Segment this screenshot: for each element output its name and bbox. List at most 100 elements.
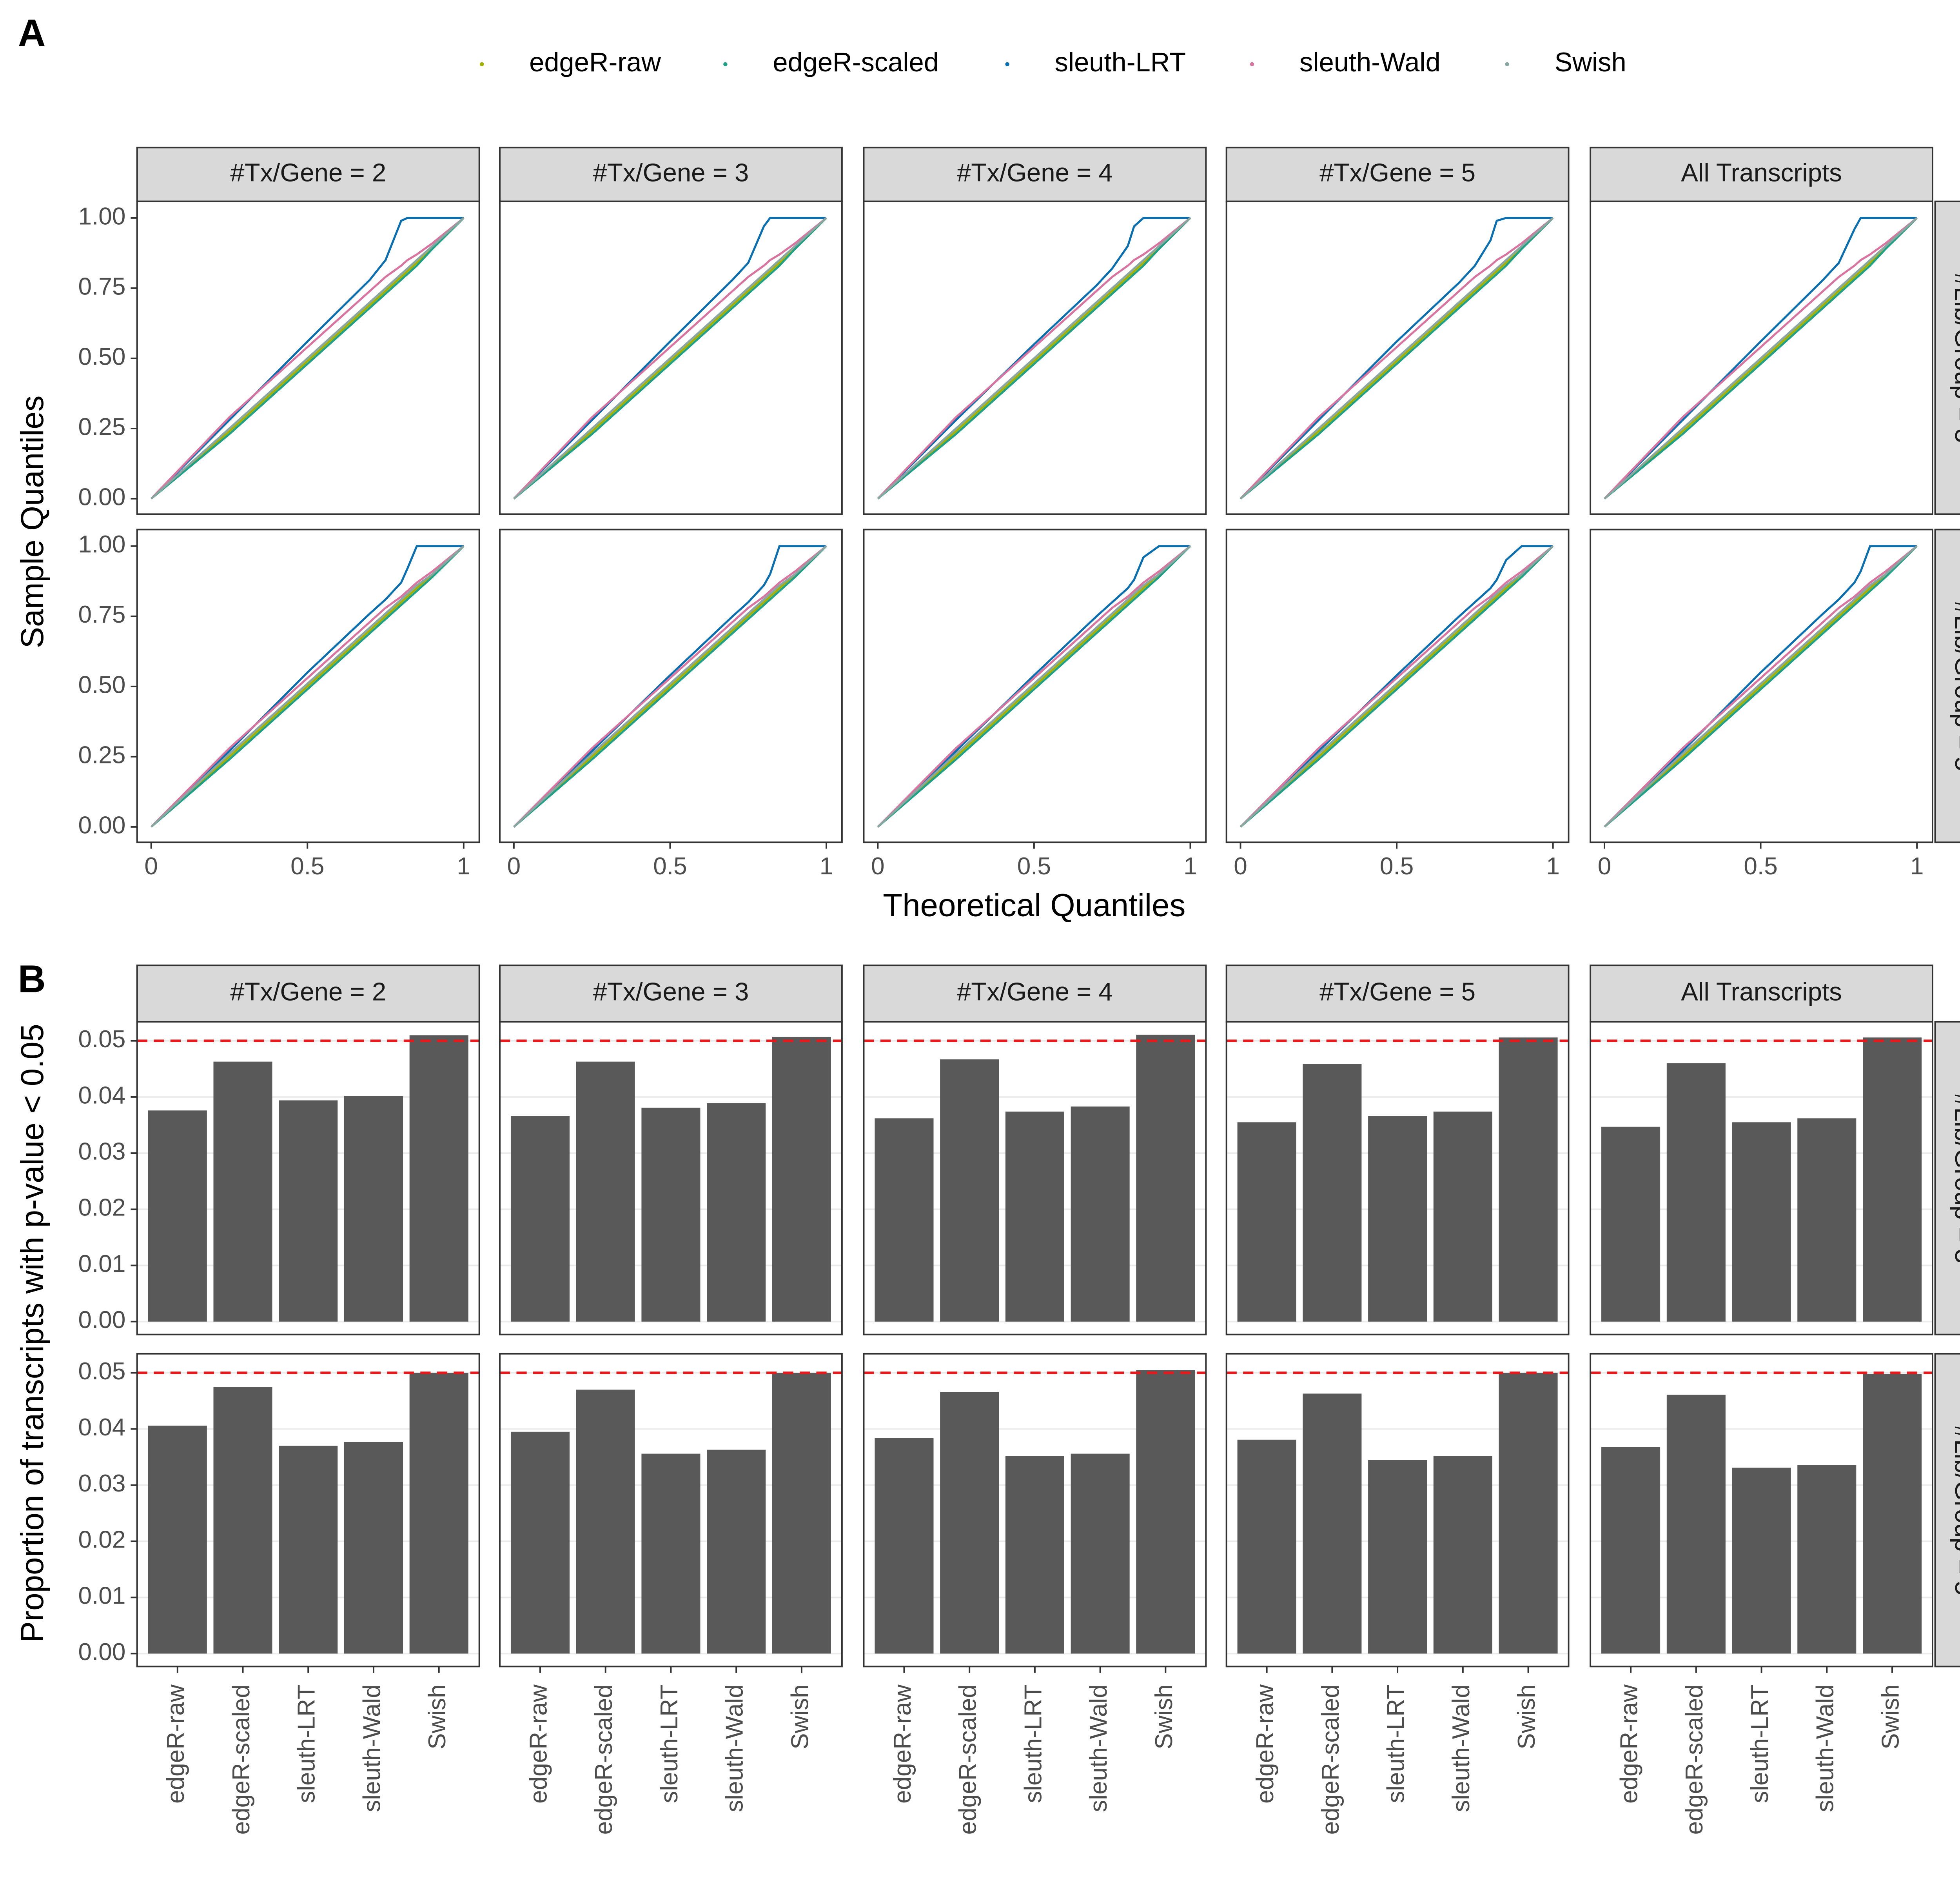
qq-line (513, 545, 827, 828)
x-tick-label: 1 (457, 853, 471, 880)
panel-border (499, 529, 843, 843)
x-tick-label: sleuth-Wald (1812, 1684, 1839, 1812)
x-tick-label: sleuth-LRT (1383, 1684, 1410, 1803)
qq-line (513, 217, 827, 500)
strip-label: #Lib/Group = 5 (1950, 1425, 1960, 1595)
x-tick-label: 0.5 (653, 853, 687, 880)
bar (1237, 1122, 1296, 1322)
bar (213, 1061, 272, 1322)
qq-line (1604, 217, 1918, 500)
qq-line (1604, 545, 1918, 828)
panel-border (1225, 200, 1570, 515)
legend-key (1505, 62, 1509, 67)
qq-line (150, 545, 465, 828)
bar (1005, 1456, 1064, 1654)
strip-label: #Tx/Gene = 5 (1319, 158, 1475, 187)
bar (1601, 1447, 1661, 1654)
x-tick-label: edgeR-raw (1616, 1684, 1643, 1804)
x-tick-label: 0 (1598, 853, 1612, 880)
strip-label: #Tx/Gene = 4 (957, 977, 1113, 1006)
panel-border (499, 1021, 843, 1335)
qq-line (150, 217, 464, 500)
strip (1934, 200, 1960, 515)
bar (1433, 1456, 1492, 1654)
y-tick-label: 0.02 (78, 1526, 125, 1553)
x-tick-label: Swish (1877, 1684, 1904, 1749)
x-tick-label: 0 (144, 853, 158, 880)
bar (707, 1103, 766, 1322)
bar (875, 1118, 934, 1322)
y-tick-label: 0.03 (78, 1138, 125, 1165)
x-tick-label: sleuth-Wald (1085, 1684, 1112, 1812)
bar (1136, 1370, 1195, 1654)
x-tick-label: 0.5 (1744, 853, 1777, 880)
bar (148, 1110, 207, 1322)
qq-line (877, 217, 1191, 500)
bar (213, 1387, 272, 1654)
legend-label: Swish (1555, 47, 1626, 77)
y-axis-title: Sample Quantiles (15, 395, 50, 648)
x-tick-label: edgeR-scaled (590, 1684, 617, 1835)
panel-border (1225, 1021, 1570, 1335)
panel-border (499, 200, 843, 515)
qq-line (877, 545, 1191, 828)
bar (1862, 1374, 1922, 1654)
panel-border (136, 529, 480, 843)
x-tick-label: 1 (1183, 853, 1197, 880)
legend-key (723, 62, 728, 67)
panel-border (1590, 200, 1933, 515)
x-tick-label: sleuth-LRT (293, 1684, 320, 1803)
x-tick-label: Swish (786, 1684, 813, 1749)
x-tick-label: edgeR-raw (525, 1684, 552, 1804)
strip-label: #Tx/Gene = 4 (957, 158, 1113, 187)
qq-line (1604, 545, 1918, 828)
qq-line (150, 545, 465, 828)
qq-line (513, 217, 827, 500)
qq-line (513, 545, 827, 828)
legend-label: edgeR-scaled (773, 47, 939, 77)
qq-line (513, 217, 827, 500)
x-tick-label: 0 (1234, 853, 1247, 880)
bar (1666, 1063, 1726, 1322)
x-tick-label: edgeR-scaled (1681, 1684, 1708, 1835)
y-tick-label: 0.02 (78, 1194, 125, 1221)
panel-border (1590, 1021, 1933, 1335)
legend-key (480, 62, 484, 67)
qq-line (150, 217, 465, 500)
bar (576, 1061, 635, 1322)
y-tick-label: 0.75 (78, 273, 125, 300)
x-tick-label: edgeR-scaled (955, 1684, 982, 1835)
strip-label: #Lib/Group = 3 (1950, 272, 1960, 443)
qq-line (877, 545, 1191, 828)
legend-label: sleuth-Wald (1299, 47, 1441, 77)
bar (1797, 1118, 1857, 1322)
y-tick-label: 0.25 (78, 413, 125, 440)
bar (1732, 1468, 1791, 1654)
qq-line (513, 217, 827, 500)
qq-line (877, 217, 1191, 500)
qq-line (877, 545, 1191, 828)
strip-label: #Tx/Gene = 2 (230, 977, 386, 1006)
y-tick-label: 0.25 (78, 741, 125, 768)
strip (1934, 1353, 1960, 1668)
strip-label: #Tx/Gene = 2 (230, 158, 386, 187)
strip (136, 965, 480, 1023)
bar (1237, 1439, 1296, 1654)
y-tick-label: 0.00 (78, 483, 125, 510)
bar (1433, 1112, 1492, 1322)
bar (707, 1450, 766, 1654)
strip-label: All Transcripts (1681, 158, 1842, 187)
bar (279, 1446, 338, 1654)
qq-line (1240, 545, 1554, 828)
bar (1005, 1112, 1064, 1322)
bar (344, 1442, 403, 1654)
strip (1225, 965, 1570, 1023)
strip (1590, 965, 1933, 1023)
qq-line (150, 545, 465, 828)
y-axis-title: Proportion of transcripts with p-value <… (15, 1024, 50, 1642)
qq-line (150, 545, 465, 828)
bar (1303, 1393, 1362, 1654)
qq-line (513, 545, 827, 828)
y-tick-label: 0.00 (78, 1639, 125, 1666)
x-tick-label: edgeR-raw (889, 1684, 916, 1804)
